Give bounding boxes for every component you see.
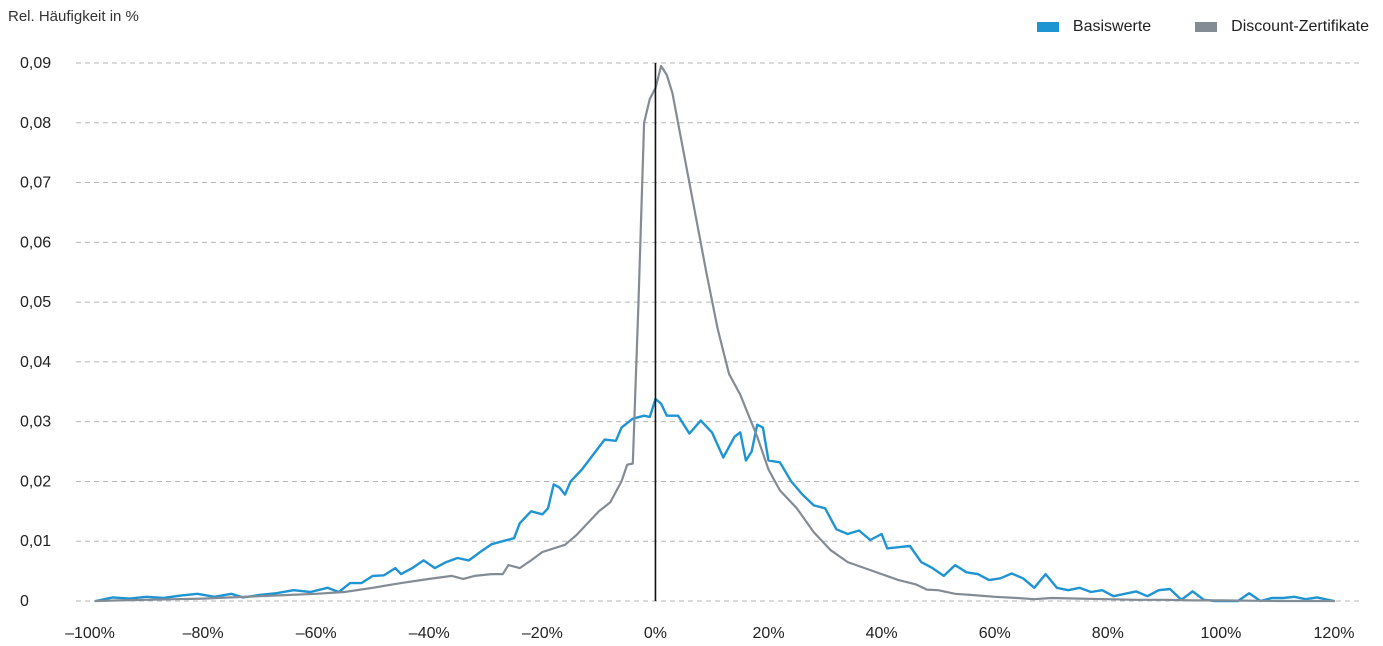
x-tick-label: –80%	[183, 625, 224, 642]
x-tick-label: 100%	[1200, 625, 1241, 642]
legend-item-discount-zertifikate: Discount-Zertifikate	[1195, 18, 1369, 36]
legend-swatch-discount-zertifikate	[1195, 22, 1218, 32]
grid-lines	[76, 62, 1362, 602]
x-tick-label: 20%	[753, 625, 785, 642]
y-tick-label: 0,03	[20, 414, 51, 431]
x-tick-label: 40%	[866, 625, 898, 642]
x-tick-label: 120%	[1314, 625, 1355, 642]
y-tick-label: 0,04	[20, 354, 51, 371]
x-tick-label: 80%	[1092, 625, 1124, 642]
legend: Basiswerte Discount-Zertifikate	[993, 18, 1369, 36]
y-tick-label: 0,05	[20, 294, 51, 311]
series-line-basiswerte	[94, 397, 1336, 603]
y-tick-label: 0,01	[20, 533, 51, 550]
x-tick-label: –100%	[65, 625, 115, 642]
x-tick-label: 0%	[644, 625, 667, 642]
legend-item-basiswerte: Basiswerte	[1036, 18, 1152, 36]
y-tick-label: 0,07	[20, 175, 51, 192]
series-line-discount-zertifikate	[94, 64, 1336, 603]
x-tick-label: –40%	[409, 625, 450, 642]
y-tick-label: 0,02	[20, 473, 51, 490]
series-lines	[94, 64, 1336, 603]
x-tick-label: –60%	[296, 625, 337, 642]
y-tick-label: 0,09	[20, 55, 51, 72]
y-tick-label: 0,06	[20, 234, 51, 251]
y-tick-label: 0,08	[20, 115, 51, 132]
x-axis-ticks: –100% –80% –60% –40% –20% 0% 20% 40% 60% 80% 100% 1…	[65, 625, 1354, 642]
x-tick-label: 60%	[979, 625, 1011, 642]
y-axis-label: Rel. Häufigkeit in %	[8, 8, 139, 25]
legend-swatch-basiswerte	[1036, 22, 1059, 32]
legend-label-basiswerte: Basiswerte	[1072, 18, 1152, 35]
y-axis-ticks: 0 0,01 0,02 0,03 0,04 0,05 0,06 0,07 0,08 0,09	[20, 55, 51, 610]
legend-label-discount-zertifikate: Discount-Zertifikate	[1231, 18, 1369, 35]
x-tick-label: –20%	[522, 625, 563, 642]
y-tick-label: 0	[20, 593, 29, 610]
